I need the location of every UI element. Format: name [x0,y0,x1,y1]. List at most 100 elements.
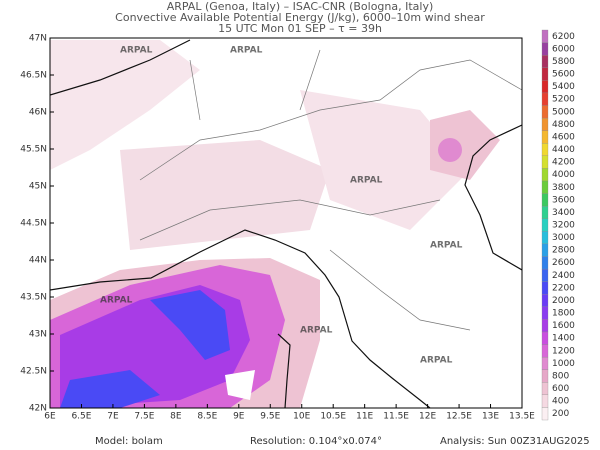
colorbar-swatch [541,407,549,421]
colorbar-label: 5400 [552,82,575,92]
colorbar-swatch [541,369,549,383]
watermark: ARPAL [300,326,333,336]
lat-label: 45N [29,182,47,192]
axes: 47N 46.5N 46N 45.5N 45N 44.5N 44N 43.5N 43N 42.5N… [20,34,535,422]
colorbar-swatch [541,268,549,282]
colorbar-swatch [541,218,549,232]
colorbar-label: 5200 [552,95,575,105]
watermark: ARPAL [100,296,133,306]
colorbar-label: 2400 [552,271,575,281]
colorbar: 200 400 600 800 1000 1200 1400 1600 1800 2000 2200… [541,29,575,421]
title-line: 15 UTC Mon 01 SEP – τ = 39h [218,22,382,35]
colorbar-label: 5000 [552,107,575,117]
lon-label: 9E [233,412,245,422]
lon-label: 12E [419,412,436,422]
title-line: Convective Available Potential Energy (J… [115,11,485,24]
colorbar-label: 4600 [552,132,575,142]
colorbar-swatch [541,256,549,270]
lon-label: 12.5E [446,412,472,422]
lat-label: 46N [29,108,47,118]
colorbar-label: 2600 [552,258,575,268]
colorbar-swatch [541,243,549,257]
colorbar-swatch [541,394,549,408]
lon-label: 6.5E [71,412,91,422]
colorbar-swatch [541,180,549,194]
colorbar-swatch [541,193,549,207]
colorbar-swatch [541,168,549,182]
colorbar-swatch [541,130,549,144]
watermark: ARPAL [430,241,463,251]
resolution: Resolution: 0.104°x0.074° [250,436,382,447]
colorbar-swatch [541,92,549,106]
colorbar-label: 1600 [552,321,575,331]
lat-label: 43.5N [20,293,47,303]
colorbar-label: 4800 [552,120,575,130]
colorbar-label: 1800 [552,309,575,319]
colorbar-swatch [541,67,549,81]
model: Model: bolam [95,436,163,447]
colorbar-label: 1200 [552,346,575,356]
lon-label: 8E [170,412,182,422]
lat-label: 46.5N [20,71,47,81]
lat-label: 47N [29,34,47,44]
lon-label: 11.5E [383,412,409,422]
watermark: ARPAL [420,356,453,366]
colorbar-swatch [541,356,549,370]
colorbar-label: 5600 [552,70,575,80]
lon-label: 13.5E [509,412,535,422]
map-field [50,38,522,408]
colorbar-swatch [541,319,549,333]
lat-label: 44.5N [20,219,47,229]
lat-label: 44N [29,256,47,266]
header: ARPAL (Genoa, Italy) – ISAC-CNR (Bologna… [115,0,485,35]
analysis: Analysis: Sun 00Z31AUG2025 [440,436,590,447]
lon-label: 6E [44,412,56,422]
title-line: ARPAL (Genoa, Italy) – ISAC-CNR (Bologna… [167,0,434,13]
colorbar-swatch [541,344,549,358]
colorbar-label: 2000 [552,296,575,306]
colorbar-swatch [541,42,549,56]
lon-label: 11E [356,412,373,422]
colorbar-swatch [541,306,549,320]
colorbar-label: 1400 [552,334,575,344]
lon-label: 7E [107,412,119,422]
colorbar-label: 1000 [552,359,575,369]
lon-label: 8.5E [197,412,217,422]
colorbar-swatch [541,382,549,395]
colorbar-label: 3800 [552,183,575,193]
colorbar-swatch [541,29,549,43]
colorbar-swatch [541,294,549,307]
colorbar-label: 800 [552,371,569,381]
colorbar-swatch [541,105,549,119]
colorbar-swatch [541,331,549,345]
lat-label: 43N [29,330,47,340]
watermark: ARPAL [230,46,263,56]
lon-label: 13E [482,412,499,422]
colorbar-label: 2800 [552,246,575,256]
colorbar-label: 400 [552,397,569,407]
colorbar-label: 6200 [552,32,575,42]
colorbar-swatch [541,205,549,219]
colorbar-swatch [541,143,549,156]
lat-label: 42.5N [20,367,47,377]
colorbar-label: 2200 [552,283,575,293]
colorbar-label: 600 [552,384,569,394]
colorbar-label: 3400 [552,208,575,218]
colorbar-label: 3600 [552,195,575,205]
lon-label: 7.5E [134,412,154,422]
lon-label: 9.5E [260,412,280,422]
colorbar-label: 5800 [552,57,575,67]
lon-label: 10E [293,412,310,422]
colorbar-label: 3000 [552,233,575,243]
colorbar-label: 3200 [552,221,575,231]
colorbar-swatch [541,281,549,295]
colorbar-swatch [541,80,549,94]
lat-label: 45.5N [20,145,47,155]
lat-label: 42N [29,404,47,414]
colorbar-label: 200 [552,409,569,419]
colorbar-label: 4200 [552,158,575,168]
colorbar-swatch [541,55,549,68]
colorbar-label: 4400 [552,145,575,155]
watermark: ARPAL [350,176,383,186]
